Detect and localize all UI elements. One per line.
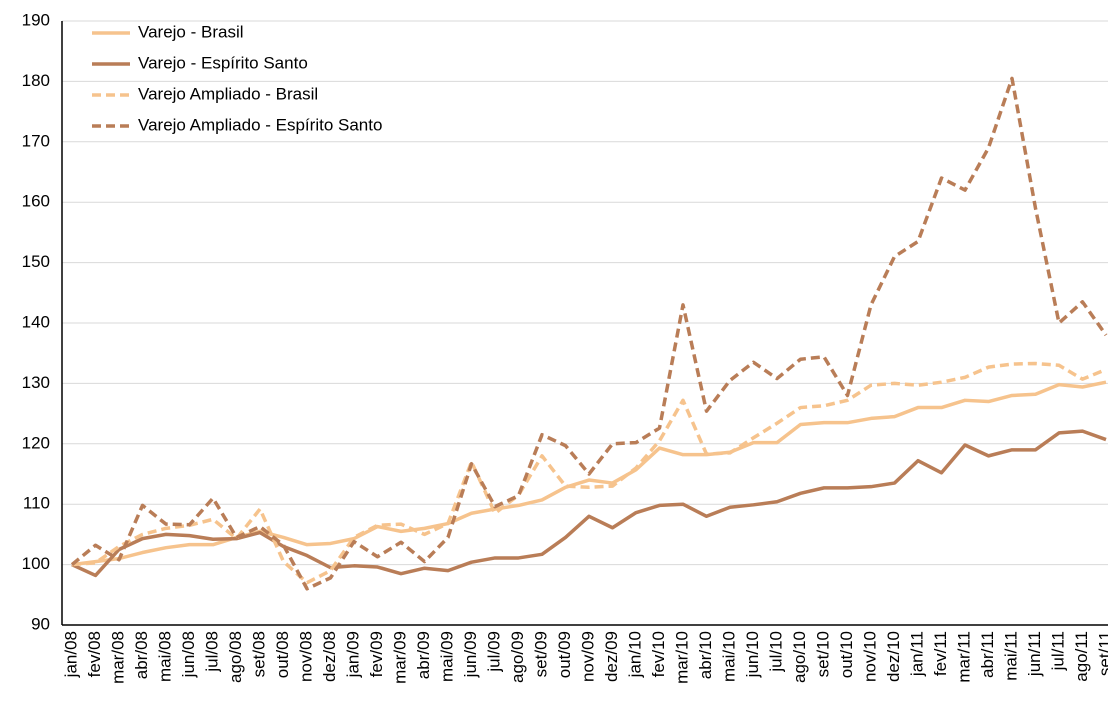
series-line <box>70 76 1108 591</box>
x-tick-label: dez/09 <box>602 631 621 682</box>
x-tick-label: mai/09 <box>437 631 456 682</box>
legend-label: Varejo Ampliado - Brasil <box>138 84 318 103</box>
y-tick-label: 90 <box>31 614 50 633</box>
legend-label: Varejo - Brasil <box>138 22 244 41</box>
x-tick-label: fev/11 <box>931 631 950 676</box>
x-tick-label: nov/10 <box>860 631 879 682</box>
x-tick-label: mai/10 <box>719 631 738 682</box>
x-tick-label: out/09 <box>555 631 574 678</box>
x-tick-label: mai/08 <box>155 631 174 682</box>
x-tick-label: jul/09 <box>484 631 503 673</box>
x-tick-label: jun/11 <box>1025 631 1044 677</box>
series-line <box>71 429 1107 578</box>
x-tick-label: jan/10 <box>625 631 644 678</box>
x-tick-label: mai/11 <box>1001 631 1020 681</box>
x-tick-label: out/08 <box>273 631 292 678</box>
x-tick-label: jul/08 <box>202 631 221 673</box>
x-tick-label: ago/10 <box>790 631 809 683</box>
x-tick-label: set/08 <box>249 631 268 677</box>
x-tick-label: nov/09 <box>578 631 597 682</box>
y-tick-label: 180 <box>22 71 50 90</box>
x-tick-label: jan/09 <box>343 631 362 678</box>
y-tick-label: 160 <box>22 192 50 211</box>
y-tick-label: 100 <box>22 554 50 573</box>
y-tick-label: 140 <box>22 312 50 331</box>
x-tick-label: ago/11 <box>1072 631 1091 682</box>
x-tick-label: set/11 <box>1095 631 1108 676</box>
x-tick-label: mar/08 <box>108 631 127 684</box>
x-tick-label: jan/08 <box>61 631 80 678</box>
x-tick-label: ago/08 <box>226 631 245 683</box>
x-tick-label: jun/08 <box>179 631 198 678</box>
x-tick-label: jul/11 <box>1048 631 1067 671</box>
x-tick-label: dez/10 <box>884 631 903 682</box>
x-tick-label: set/10 <box>813 631 832 677</box>
legend-label: Varejo - Espírito Santo <box>138 53 308 72</box>
x-tick-label: fev/09 <box>367 631 386 677</box>
x-tick-label: fev/08 <box>85 631 104 677</box>
y-tick-label: 130 <box>22 373 50 392</box>
x-tick-label: abr/11 <box>978 631 997 678</box>
y-tick-label: 120 <box>22 433 50 452</box>
x-tick-label: fev/10 <box>649 631 668 677</box>
y-tick-label: 110 <box>23 494 50 513</box>
x-tick-label: jun/10 <box>743 631 762 678</box>
series-line <box>71 361 1107 585</box>
x-tick-label: jul/10 <box>766 631 785 673</box>
x-tick-label: jan/11 <box>907 631 926 677</box>
x-tick-label: nov/08 <box>296 631 315 682</box>
x-tick-label: ago/09 <box>508 631 527 683</box>
y-tick-label: 170 <box>22 131 50 150</box>
y-tick-label: 150 <box>22 252 50 271</box>
x-tick-label: abr/09 <box>414 631 433 679</box>
x-tick-label: mar/10 <box>672 631 691 684</box>
legend-label: Varejo Ampliado - Espírito Santo <box>138 115 382 134</box>
x-tick-label: dez/08 <box>320 631 339 682</box>
x-tick-label: abr/08 <box>132 631 151 679</box>
x-tick-label: jun/09 <box>461 631 480 678</box>
x-tick-label: abr/10 <box>696 631 715 679</box>
y-tick-label: 190 <box>22 10 50 29</box>
x-tick-label: set/09 <box>531 631 550 677</box>
x-tick-label: mar/11 <box>954 631 973 683</box>
x-tick-label: out/10 <box>837 631 856 678</box>
x-tick-label: mar/09 <box>390 631 409 684</box>
